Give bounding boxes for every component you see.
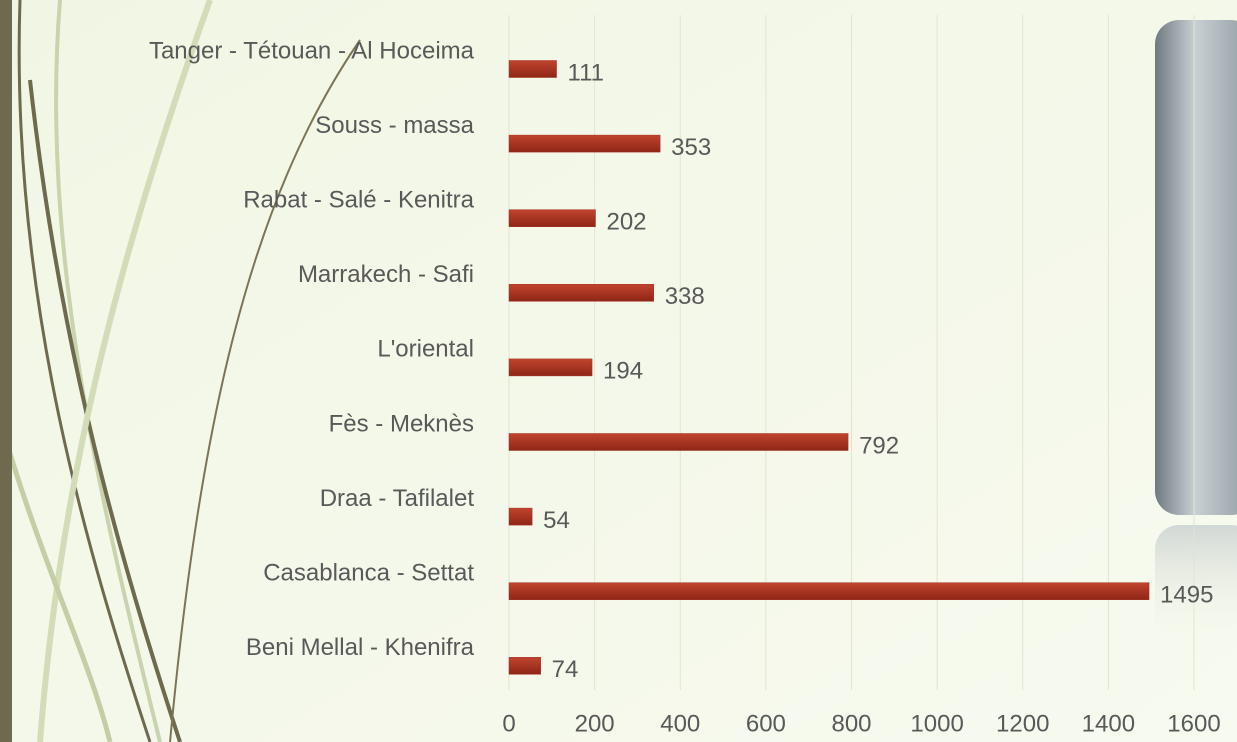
- x-tick-label: 800: [831, 710, 871, 737]
- x-tick-label: 200: [575, 710, 615, 737]
- bar: [509, 210, 595, 227]
- x-tick-label: 600: [746, 710, 786, 737]
- bar: [509, 61, 557, 78]
- category-label: Draa - Tafilalet: [320, 485, 475, 512]
- category-label: Marrakech - Safi: [298, 261, 474, 288]
- side-bar: [0, 0, 12, 742]
- x-tick-label: 400: [660, 710, 700, 737]
- value-label: 111: [568, 59, 604, 86]
- bar: [509, 135, 660, 152]
- photo: [1155, 20, 1237, 515]
- bar: [509, 657, 541, 674]
- value-label: 194: [603, 358, 643, 385]
- slide: 0 200 400 600 800 1000 1200 1400 1600 Tanger - Té…: [0, 0, 1237, 742]
- value-label: 202: [606, 209, 646, 236]
- value-label: 54: [543, 507, 570, 534]
- x-tick-label: 1400: [1082, 710, 1135, 737]
- bar: [509, 583, 1149, 600]
- category-label: Beni Mellal - Khenifra: [246, 634, 475, 661]
- x-tick-label: 1000: [910, 710, 963, 737]
- category-label: L'oriental: [377, 336, 474, 363]
- bar: [509, 508, 532, 525]
- category-label: Tanger - Tétouan - Al Hoceima: [149, 37, 475, 64]
- bar: [509, 284, 654, 301]
- value-label: 1495: [1160, 582, 1213, 609]
- category-label: Rabat - Salé - Kenitra: [243, 187, 474, 214]
- page: 0 200 400 600 800 1000 1200 1400 1600 Tanger - Té…: [0, 0, 1237, 742]
- x-tick-label: 1600: [1167, 710, 1220, 737]
- value-label: 353: [671, 134, 711, 161]
- value-label: 792: [859, 432, 899, 459]
- x-tick-label: 0: [502, 710, 515, 737]
- category-label: Fès - Meknès: [329, 410, 474, 437]
- x-tick-label: 1200: [996, 710, 1049, 737]
- value-label: 338: [665, 283, 705, 310]
- category-label: Souss - massa: [315, 112, 474, 139]
- value-label: 74: [552, 656, 579, 683]
- category-label: Casablanca - Settat: [263, 560, 474, 587]
- bar: [509, 434, 848, 451]
- bar: [509, 359, 592, 376]
